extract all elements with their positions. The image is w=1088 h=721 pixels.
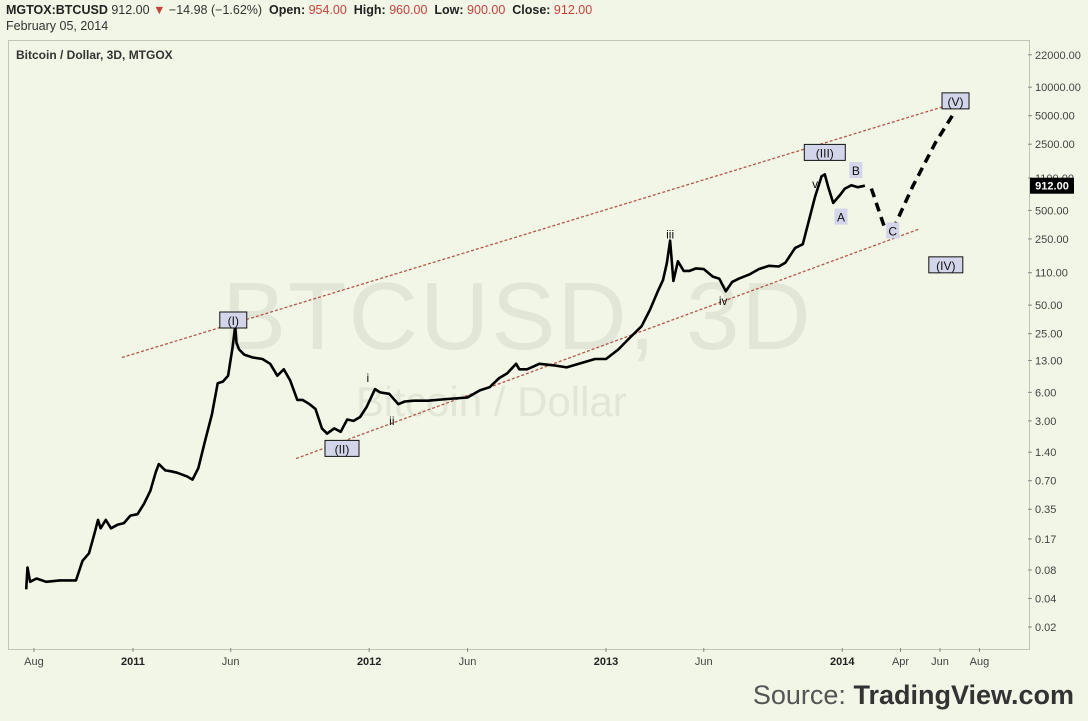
- last-price-box: [1030, 177, 1074, 194]
- chart-header: MGTOX:BTCUSD 912.00 ▼ −14.98 (−1.62%) Op…: [6, 2, 592, 34]
- wave-label: iv: [719, 294, 728, 308]
- y-tick-label: 0.04: [1035, 593, 1056, 605]
- y-tick-label: 6.00: [1035, 387, 1056, 399]
- x-tick-label: Jun: [695, 656, 713, 668]
- y-tick-label: 5000.00: [1035, 111, 1075, 123]
- price-series: [24, 173, 866, 590]
- y-tick-label: 1.40: [1035, 447, 1056, 459]
- wave-label: (III): [803, 143, 846, 161]
- wave-label-text: ii: [389, 414, 394, 428]
- y-tick-label: 3.00: [1035, 416, 1056, 428]
- low-label: Low:: [434, 3, 464, 17]
- y-tick-label: 250.00: [1035, 234, 1069, 246]
- wave-label: C: [886, 222, 900, 239]
- wave-label-text: iii: [666, 227, 674, 241]
- wave-label-text: i: [367, 371, 370, 385]
- symbol: MGTOX:BTCUSD: [6, 3, 108, 17]
- y-tick-label: 22000.00: [1035, 50, 1081, 62]
- wave-label-box: [324, 439, 360, 457]
- y-tick-label: 50.00: [1035, 300, 1063, 312]
- y-tick-label: 110.00: [1035, 268, 1068, 280]
- y-tick-label: 13.00: [1035, 356, 1063, 368]
- source-brand: TradingView.com: [853, 680, 1074, 710]
- wave-label-box: [219, 311, 248, 329]
- close-value: 912.00: [553, 3, 593, 17]
- y-tick-label: 0.70: [1035, 476, 1056, 488]
- source-credit: Source: TradingView.com: [753, 680, 1074, 711]
- wave-label-text: (IV): [936, 259, 955, 273]
- wave-label: ii: [389, 414, 394, 428]
- header-date: February 05, 2014: [6, 19, 109, 33]
- wave-label-box: [803, 143, 846, 161]
- wave-label: A: [834, 208, 848, 225]
- wave-label: i: [367, 371, 370, 385]
- wave-label-box: [928, 256, 964, 274]
- wave-label-text: (III): [816, 146, 834, 160]
- last-price-label: 912.00: [1035, 181, 1069, 193]
- wave-label-box: [834, 208, 848, 225]
- last-price: 912.00: [111, 3, 150, 17]
- wave-label-box: [941, 92, 970, 110]
- open-label: Open:: [269, 3, 306, 17]
- y-tick-label: 2500.00: [1035, 139, 1075, 151]
- x-tick-label: Aug: [24, 656, 44, 668]
- low-value: 900.00: [467, 3, 506, 17]
- y-axis: 22000.0010000.005000.002500.001100.00500…: [1028, 50, 1081, 634]
- wave-label: v: [812, 177, 818, 191]
- wave-label-text: iv: [719, 294, 728, 308]
- wave-label: (I): [219, 311, 248, 329]
- down-arrow-icon: ▼: [153, 3, 166, 17]
- y-tick-label: 0.08: [1035, 565, 1056, 577]
- y-tick-label: 500.00: [1035, 205, 1069, 217]
- wave-label-box: [886, 222, 900, 239]
- high-value: 960.00: [389, 3, 428, 17]
- x-tick-label: Aug: [970, 656, 990, 668]
- x-tick-label: Jun: [459, 656, 477, 668]
- wave-label: (V): [941, 92, 970, 110]
- price-line: [24, 173, 866, 590]
- y-tick-label: 0.17: [1035, 534, 1056, 546]
- x-axis: Aug 2011 Jun 2012 Jun 2013 Jun 2014 Apr Jun Aug: [24, 648, 989, 668]
- source-prefix: Source:: [752, 680, 854, 710]
- wave-label-box: [849, 162, 863, 179]
- x-tick-label: 2011: [121, 656, 145, 668]
- projection-wave-v: [891, 114, 954, 231]
- x-tick-label: 2012: [357, 656, 381, 668]
- wave-label-text: B: [852, 164, 860, 178]
- projection-wave-c: [869, 188, 887, 230]
- high-label: High:: [353, 3, 386, 17]
- close-label: Close:: [512, 3, 551, 17]
- watermark-symbol: BTCUSD, 3D: [222, 263, 813, 370]
- y-tick-label: 0.02: [1035, 622, 1056, 634]
- wave-label-text: (II): [335, 442, 350, 456]
- chart-title: Bitcoin / Dollar, 3D, MTGOX: [16, 48, 173, 62]
- last-price-marker: 912.00: [1030, 177, 1074, 194]
- wave-label-text: (I): [228, 314, 239, 328]
- x-tick-label: Jun: [222, 656, 240, 668]
- price-change: −14.98 (−1.62%): [168, 3, 263, 17]
- x-tick-label: Jun: [931, 656, 949, 668]
- projection-series: [869, 114, 954, 231]
- y-tick-label: 25.00: [1035, 329, 1063, 341]
- wave-label: (IV): [928, 256, 964, 274]
- wave-label-text: v: [812, 177, 818, 191]
- y-tick-label: 0.35: [1035, 504, 1056, 516]
- open-value: 954.00: [308, 3, 347, 17]
- x-tick-label: Apr: [892, 656, 909, 668]
- plot-area[interactable]: [8, 40, 1030, 650]
- y-tick-label: 10000.00: [1035, 82, 1081, 94]
- wave-label: (II): [324, 439, 360, 457]
- wave-label-text: C: [888, 224, 897, 238]
- wave-label: B: [849, 162, 863, 179]
- wave-label: iii: [666, 227, 674, 241]
- x-tick-label: 2014: [830, 656, 855, 668]
- x-tick-label: 2013: [594, 656, 618, 668]
- wave-label-text: (V): [948, 95, 964, 109]
- channel-lower-line: [295, 228, 921, 460]
- wave-label-text: A: [837, 211, 845, 225]
